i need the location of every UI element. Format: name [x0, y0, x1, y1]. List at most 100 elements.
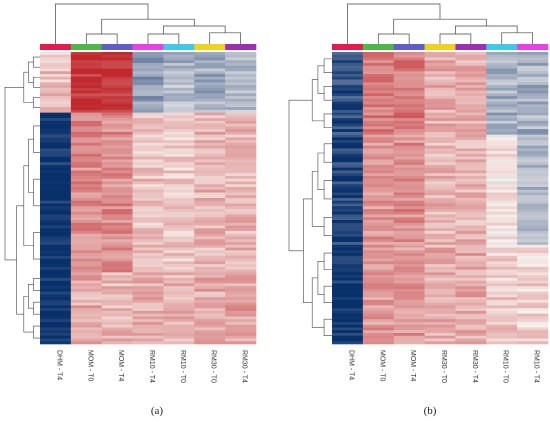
heatmap-cell [486, 112, 518, 116]
heatmap-cell [225, 189, 257, 193]
heatmap-cell [225, 137, 257, 141]
heatmap-cell [40, 214, 72, 218]
heatmap-cell [393, 200, 425, 204]
heatmap-cell [132, 126, 164, 130]
heatmap-cell [163, 200, 195, 204]
heatmap-cell [40, 302, 72, 306]
heatmap-cell [393, 338, 425, 342]
heatmap-cell [332, 321, 364, 326]
heatmap-cell [424, 297, 456, 301]
heatmap-cell [393, 283, 425, 287]
heatmap-cell [362, 244, 395, 248]
heatmap-cell [194, 233, 226, 237]
heatmap-cell [225, 198, 257, 202]
heatmap-cell [132, 258, 164, 262]
heatmap-cell [40, 140, 72, 144]
heatmap-cell [424, 294, 456, 298]
heatmap-cell [163, 266, 195, 270]
heatmap-cell [101, 222, 133, 226]
heatmap-cell [332, 101, 364, 105]
heatmap-cell [517, 101, 549, 105]
heatmap-cell [393, 65, 425, 69]
heatmap-cell [455, 170, 487, 174]
heatmap-cell [163, 173, 195, 177]
heatmap-cell [362, 145, 395, 149]
heatmap-cell [70, 239, 103, 243]
heatmap-cell [455, 319, 487, 323]
heatmap-cell [517, 90, 549, 94]
heatmap-cell [194, 225, 226, 229]
heatmap-cell [194, 74, 226, 78]
heatmap-cell [194, 112, 226, 116]
heatmap-cell [332, 90, 364, 94]
heatmap-cell [225, 261, 257, 265]
heatmap-cell [101, 220, 133, 224]
heatmap-cell [517, 291, 549, 295]
heatmap-cell [70, 299, 103, 303]
heatmap-cell [332, 134, 364, 138]
heatmap-cell [132, 269, 164, 273]
heatmap-cell [486, 151, 518, 155]
heatmap-cell [362, 233, 395, 237]
heatmap-cell [132, 107, 164, 111]
heatmap-cell [163, 189, 195, 193]
heatmap-cell [393, 189, 425, 193]
heatmap-cell [393, 335, 425, 339]
heatmap-cell [225, 203, 257, 207]
heatmap-cell [455, 277, 487, 281]
column-label: RM30 - T4 [471, 350, 478, 383]
heatmap-cell [455, 57, 487, 61]
heatmap-cell [486, 324, 518, 328]
heatmap-cell [393, 145, 425, 149]
heatmap-cell [163, 120, 195, 124]
heatmap-cell [424, 302, 456, 306]
heatmap-cell [225, 76, 257, 80]
heatmap-cell [424, 93, 456, 97]
heatmap-cell [362, 57, 395, 61]
heatmap-cell [362, 101, 395, 105]
heatmap-cell [332, 178, 364, 182]
heatmap-cell [132, 129, 164, 133]
heatmap-cell [362, 129, 395, 133]
heatmap-cell [332, 269, 364, 273]
heatmap-cell [486, 239, 518, 243]
heatmap-cell [132, 82, 164, 86]
heatmap-cell [424, 286, 456, 290]
heatmap-cell [225, 321, 257, 326]
heatmap-cell [40, 79, 72, 83]
heatmap-cell [362, 90, 395, 94]
heatmap-cell [40, 107, 72, 111]
heatmap-cell [194, 109, 226, 113]
heatmap-cell [40, 341, 72, 345]
heatmap-cell [424, 162, 456, 166]
heatmap-cell [455, 109, 487, 113]
heatmap-cell [132, 200, 164, 204]
heatmap-cell [163, 76, 195, 80]
heatmap-cell [40, 206, 72, 210]
heatmap-cell [332, 242, 364, 246]
heatmap-panel-b: DHM - T4 MOM - T0 MOM - T4 RM30 - T0 RM30 - … [288, 3, 549, 383]
heatmap-cell [362, 330, 395, 334]
heatmap-cell [40, 159, 72, 163]
heatmap-cell [194, 244, 226, 248]
heatmap-cell [424, 123, 456, 127]
heatmap-cell [101, 294, 133, 298]
heatmap-cell [393, 220, 425, 224]
heatmap-cell [194, 228, 226, 232]
heatmap-cell [362, 60, 395, 64]
heatmap-cell [132, 308, 164, 312]
heatmap-cell [132, 52, 164, 56]
heatmap-cell [101, 181, 133, 185]
heatmap-cell [424, 247, 456, 251]
heatmap-cell [101, 186, 133, 191]
heatmap-cell [225, 272, 257, 276]
heatmap-cell [101, 261, 133, 265]
heatmap-cell [194, 173, 226, 177]
heatmap-cell [132, 173, 164, 177]
heatmap-cell [194, 239, 226, 243]
heatmap-cell [332, 206, 364, 210]
heatmap-cell [40, 319, 72, 323]
heatmap-cell [40, 98, 72, 102]
heatmap-cell [362, 175, 395, 180]
heatmap-cell [517, 288, 549, 292]
